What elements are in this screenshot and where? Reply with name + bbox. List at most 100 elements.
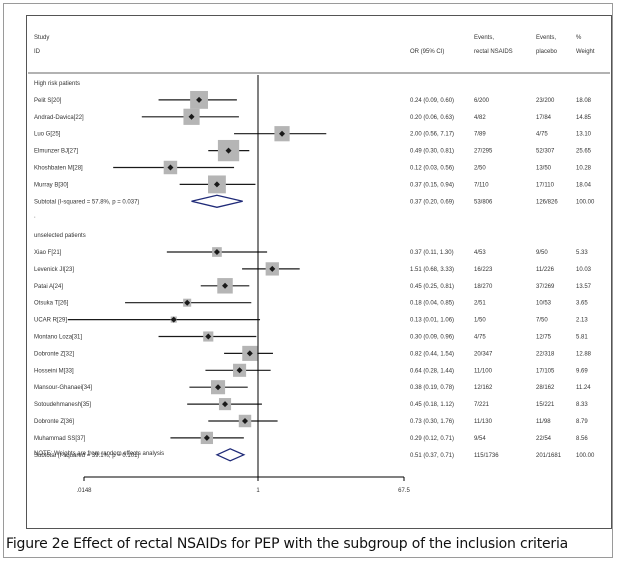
figure-frame bbox=[3, 3, 613, 558]
subtotal-diamond bbox=[215, 448, 246, 462]
study-or-ci: 1.51 (0.68, 3.33) bbox=[410, 267, 454, 273]
study-events-nsaids: 4/75 bbox=[474, 335, 486, 341]
study-or-ci: 0.20 (0.06, 0.63) bbox=[410, 115, 454, 121]
study-id: Montano Loza[31] bbox=[34, 335, 82, 341]
study-id: Dobronte Z[32] bbox=[34, 351, 74, 357]
study-or-ci: 0.45 (0.18, 1.12) bbox=[410, 402, 454, 408]
header-events-placebo-1: Events, bbox=[536, 35, 556, 41]
point-estimate bbox=[222, 282, 229, 289]
study-weight: 9.69 bbox=[576, 368, 588, 374]
study-or-ci: 0.30 (0.09, 0.96) bbox=[410, 335, 454, 341]
figure-caption: Figure 2e Effect of rectal NSAIDs for PE… bbox=[6, 536, 569, 552]
point-estimate bbox=[188, 113, 195, 120]
x-tick-label: 1 bbox=[256, 488, 260, 494]
point-estimate bbox=[184, 299, 191, 306]
study-id: Dobronte Z[36] bbox=[34, 419, 74, 425]
x-axis: .0148 1 67.5 bbox=[76, 75, 410, 494]
subtotal-events-placebo: 201/1681 bbox=[536, 453, 562, 459]
study-events-nsaids: 4/53 bbox=[474, 250, 486, 256]
study-events-placebo: 13/50 bbox=[536, 166, 552, 172]
study-events-nsaids: 7/110 bbox=[474, 182, 489, 188]
forest-plot: Study ID OR (95% CI) Events, rectal NSAI… bbox=[28, 35, 610, 494]
subgroup-title: unselected patients bbox=[34, 233, 86, 239]
study-events-placebo: 17/105 bbox=[536, 368, 555, 374]
point-estimate bbox=[215, 384, 222, 391]
header-weight-2: Weight bbox=[576, 49, 595, 55]
study-weight: 14.85 bbox=[576, 115, 592, 121]
study-weight: 8.79 bbox=[576, 419, 588, 425]
header-id: ID bbox=[34, 49, 41, 55]
study-id: Luo G[25] bbox=[34, 132, 61, 138]
point-estimate bbox=[236, 367, 243, 374]
point-estimate bbox=[196, 96, 203, 103]
study-events-nsaids: 18/270 bbox=[474, 284, 493, 290]
study-id: Levenick JI[23] bbox=[34, 267, 74, 273]
study-events-placebo: 28/162 bbox=[536, 385, 555, 391]
plot-border bbox=[26, 15, 612, 529]
study-weight: 13.10 bbox=[576, 132, 592, 138]
study-weight: 18.04 bbox=[576, 182, 592, 188]
study-id: Elmunzer BJ[27] bbox=[34, 149, 78, 155]
header-events-nsaids-2: rectal NSAIDS bbox=[474, 49, 513, 55]
subtotal-weight: 100.00 bbox=[576, 453, 595, 459]
study-events-placebo: 7/50 bbox=[536, 318, 548, 324]
study-events-nsaids: 4/82 bbox=[474, 115, 486, 121]
study-events-placebo: 11/226 bbox=[536, 267, 555, 273]
study-weight: 13.57 bbox=[576, 284, 592, 290]
study-weight: 18.08 bbox=[576, 98, 592, 104]
subtotal-or-ci: 0.51 (0.37, 0.71) bbox=[410, 453, 454, 459]
study-events-placebo: 37/269 bbox=[536, 284, 555, 290]
study-events-placebo: 23/200 bbox=[536, 98, 555, 104]
x-tick-label: .0148 bbox=[76, 488, 92, 494]
header-weight-1: % bbox=[576, 35, 582, 41]
study-events-nsaids: 20/347 bbox=[474, 351, 493, 357]
study-or-ci: 0.45 (0.25, 0.81) bbox=[410, 284, 454, 290]
subtotal-events-nsaids: 115/1736 bbox=[474, 453, 499, 459]
study-id: Murray B[30] bbox=[34, 182, 69, 188]
study-events-nsaids: 9/54 bbox=[474, 436, 486, 442]
spacer-dot: . bbox=[34, 213, 36, 219]
subtotal-diamond bbox=[191, 194, 243, 208]
point-estimate bbox=[205, 333, 212, 340]
study-weight: 5.81 bbox=[576, 335, 588, 341]
header-or: OR (95% CI) bbox=[410, 49, 444, 55]
point-estimate bbox=[170, 316, 177, 323]
study-or-ci: 2.00 (0.56, 7.17) bbox=[410, 132, 454, 138]
study-events-nsaids: 11/100 bbox=[474, 368, 493, 374]
study-id: Patai A[24] bbox=[34, 284, 63, 290]
study-events-nsaids: 7/89 bbox=[474, 132, 486, 138]
study-or-ci: 0.18 (0.04, 0.85) bbox=[410, 301, 454, 307]
point-estimate bbox=[242, 418, 249, 424]
study-or-ci: 0.29 (0.12, 0.71) bbox=[410, 436, 454, 442]
header-events-nsaids-1: Events, bbox=[474, 35, 494, 41]
study-events-nsaids: 1/50 bbox=[474, 318, 486, 324]
study-weight: 25.65 bbox=[576, 149, 592, 155]
subtotal-events-placebo: 126/826 bbox=[536, 199, 558, 205]
study-events-nsaids: 11/130 bbox=[474, 419, 493, 425]
study-events-nsaids: 16/223 bbox=[474, 267, 493, 273]
study-id: Mansour-Ghanaei[34] bbox=[34, 385, 92, 391]
study-events-placebo: 15/221 bbox=[536, 402, 555, 408]
study-weight: 12.88 bbox=[576, 351, 592, 357]
subtotal-label: Subtotal (I-squared = 57.8%, p = 0.037) bbox=[34, 199, 139, 205]
header-events-placebo-2: placebo bbox=[536, 49, 558, 55]
study-events-placebo: 12/75 bbox=[536, 335, 552, 341]
study-events-nsaids: 2/51 bbox=[474, 301, 486, 307]
study-weight: 10.03 bbox=[576, 267, 592, 273]
study-or-ci: 0.82 (0.44, 1.54) bbox=[410, 351, 454, 357]
study-events-placebo: 22/54 bbox=[536, 436, 552, 442]
point-estimate bbox=[269, 265, 276, 272]
point-estimate bbox=[225, 147, 232, 154]
study-events-placebo: 17/110 bbox=[536, 182, 555, 188]
footnote: NOTE: Weights are from random effects an… bbox=[34, 451, 164, 457]
study-id: Xiao F[21] bbox=[34, 250, 62, 256]
header-study: Study bbox=[34, 35, 49, 41]
study-events-placebo: 10/53 bbox=[536, 301, 552, 307]
point-estimate bbox=[167, 164, 174, 171]
study-events-placebo: 4/75 bbox=[536, 132, 548, 138]
study-weight: 10.28 bbox=[576, 166, 592, 172]
study-id: Andrad-Davica[22] bbox=[34, 115, 84, 121]
study-or-ci: 0.24 (0.09, 0.60) bbox=[410, 98, 454, 104]
study-events-placebo: 52/307 bbox=[536, 149, 555, 155]
point-estimate bbox=[222, 401, 229, 408]
